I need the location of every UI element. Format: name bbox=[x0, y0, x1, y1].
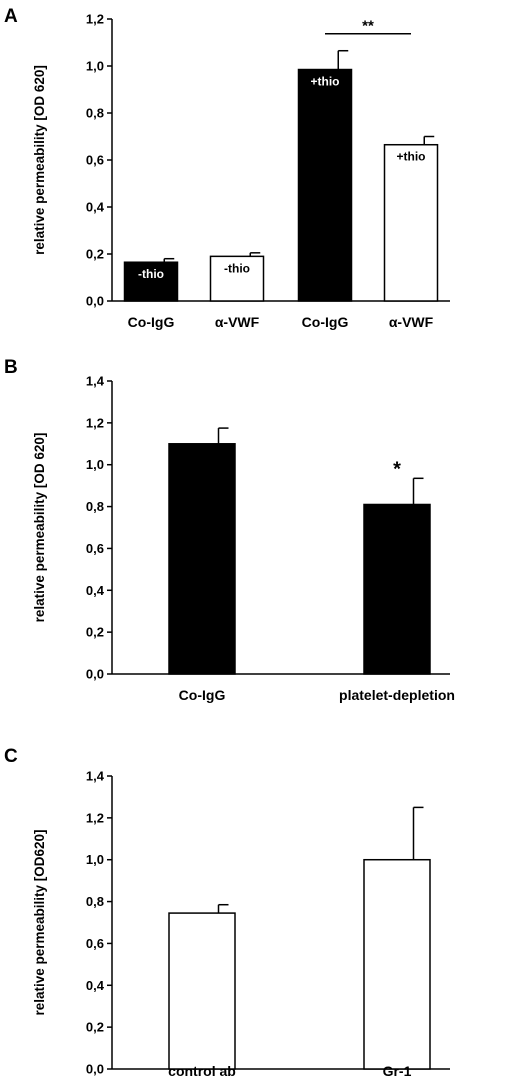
panel-b-bar bbox=[168, 443, 236, 675]
panel-c-letter: C bbox=[4, 746, 18, 767]
panel-a-bar bbox=[209, 255, 265, 302]
panel-c-bar bbox=[363, 858, 431, 1070]
panel-a-y-tick-label: 0,8 bbox=[86, 106, 104, 121]
panel-c-y-tick-label: 0,0 bbox=[86, 1062, 104, 1077]
panel-b-letter: B bbox=[4, 357, 18, 378]
panel-a-bar bbox=[123, 261, 179, 302]
panel-a-y-tick-label: 0,2 bbox=[86, 247, 104, 262]
panel-c-y-tick-label: 0,2 bbox=[86, 1020, 104, 1035]
panel-c-y-axis-title: relative permeability [OD620] bbox=[32, 829, 47, 1015]
panel-c-category-label: Gr-1 bbox=[383, 1063, 412, 1078]
panel-a-category-label: Co-IgG bbox=[128, 314, 175, 330]
panel-b-significance-label: * bbox=[393, 458, 401, 480]
panel-b-y-tick-label: 0,8 bbox=[86, 499, 104, 514]
panel-c-y-tick-label: 1,4 bbox=[86, 769, 105, 784]
panel-a-y-tick-label: 0,6 bbox=[86, 153, 104, 168]
panel-b-category-label: Co-IgG bbox=[179, 687, 226, 703]
panel-c-y-tick-label: 0,8 bbox=[86, 894, 104, 909]
panel-c-bar bbox=[168, 912, 236, 1070]
panel-a-y-tick-label: 0,4 bbox=[86, 200, 105, 215]
panel-a-category-label: Co-IgG bbox=[302, 314, 349, 330]
panel-c-category-label: control ab bbox=[168, 1063, 236, 1078]
panel-b-y-tick-label: 1,4 bbox=[86, 374, 105, 389]
panel-a-bar bbox=[383, 143, 439, 302]
panel-b-y-tick-label: 0,6 bbox=[86, 541, 104, 556]
panel-c-y-tick-label: 0,6 bbox=[86, 936, 104, 951]
panel-b-y-axis-title: relative permeability [OD 620] bbox=[32, 433, 47, 623]
panel-b-y-tick-label: 1,0 bbox=[86, 457, 104, 472]
panel-a-bar-label: +thio bbox=[397, 150, 426, 164]
panel-a-y-tick-label: 1,2 bbox=[86, 12, 104, 27]
panel-a-category-label: α-VWF bbox=[389, 314, 434, 330]
panel-a-bar-label: -thio bbox=[224, 261, 250, 275]
panel-b-y-tick-label: 1,2 bbox=[86, 415, 104, 430]
panel-a-y-axis-title: relative permeability [OD 620] bbox=[32, 65, 47, 255]
panel-a-bar bbox=[297, 68, 353, 302]
panel-a-bar-label: +thio bbox=[311, 75, 340, 89]
panel-b-bar bbox=[363, 503, 431, 675]
panel-a-letter: A bbox=[4, 6, 18, 27]
panel-c-y-tick-label: 1,2 bbox=[86, 810, 104, 825]
panel-c-y-tick-label: 1,0 bbox=[86, 852, 104, 867]
panel-a-category-label: α-VWF bbox=[215, 314, 260, 330]
panel-b-y-tick-label: 0,0 bbox=[86, 667, 104, 682]
panel-a-y-tick-label: 0,0 bbox=[86, 294, 104, 309]
panel-b-category-label: platelet-depletion bbox=[339, 687, 455, 703]
panel-b-y-tick-label: 0,4 bbox=[86, 583, 105, 598]
panel-a-y-tick-label: 1,0 bbox=[86, 59, 104, 74]
panel-a-bar-label: -thio bbox=[138, 267, 164, 281]
panel-a-significance-label: ** bbox=[362, 18, 374, 35]
panel-b-y-tick-label: 0,2 bbox=[86, 625, 104, 640]
panel-c-y-tick-label: 0,4 bbox=[86, 978, 105, 993]
